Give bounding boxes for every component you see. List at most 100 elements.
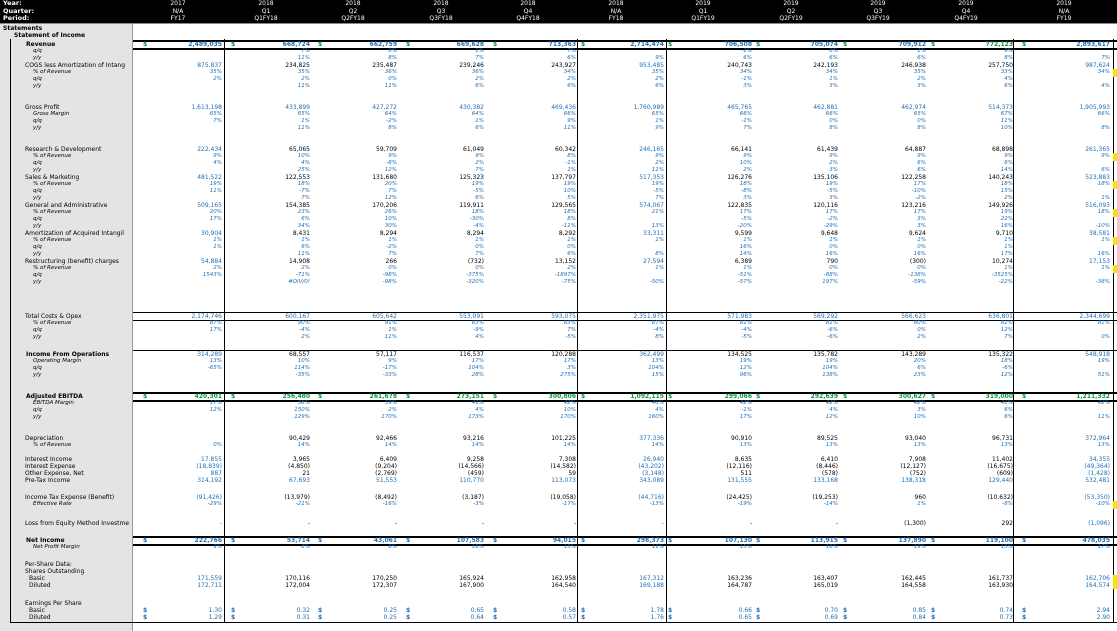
value-cell[interactable]: 81%	[1097, 320, 1110, 326]
value-cell[interactable]: 11%	[651, 544, 664, 550]
value-cell[interactable]: 9%	[829, 153, 838, 159]
value-cell[interactable]: 15%	[1000, 544, 1013, 550]
value-cell[interactable]: 669,628	[456, 41, 484, 48]
value-cell[interactable]: (3,148)	[642, 470, 664, 477]
value-cell[interactable]: 8%	[388, 55, 397, 61]
value-cell[interactable]: 104%	[822, 365, 838, 371]
value-cell[interactable]: 9%	[743, 153, 752, 159]
value-cell[interactable]: 2%	[213, 265, 222, 271]
value-cell[interactable]: 7%	[213, 118, 222, 124]
value-cell[interactable]: 3%	[743, 83, 752, 89]
value-cell[interactable]: 140,243	[988, 174, 1013, 181]
value-cell[interactable]: 93,040	[905, 435, 926, 442]
value-cell[interactable]: (1,300)	[904, 520, 926, 527]
value-cell[interactable]: 12%	[384, 195, 397, 201]
value-cell[interactable]: 1.30	[208, 607, 222, 614]
value-cell[interactable]: 12%	[739, 365, 752, 371]
value-cell[interactable]: 1%	[388, 237, 397, 243]
value-cell[interactable]: -71%	[295, 272, 310, 278]
value-cell[interactable]: (732)	[467, 258, 484, 265]
value-cell[interactable]: 68,557	[289, 351, 310, 358]
value-cell[interactable]: (53,350)	[1084, 494, 1110, 501]
value-cell[interactable]: 17%	[471, 358, 484, 364]
value-cell[interactable]: 1%	[1004, 244, 1013, 250]
value-cell[interactable]: 235,487	[372, 62, 397, 69]
value-cell[interactable]: 1.78	[650, 607, 664, 614]
value-cell[interactable]: 6%	[1004, 83, 1013, 89]
value-cell[interactable]: 42%	[1097, 400, 1110, 406]
value-cell[interactable]: -1%	[741, 76, 752, 82]
value-cell[interactable]: 3%	[917, 83, 926, 89]
value-cell[interactable]: 239,246	[459, 62, 484, 69]
value-cell[interactable]: 21	[302, 470, 310, 477]
value-cell[interactable]: 13,152	[555, 258, 576, 265]
value-cell[interactable]: -11%	[561, 223, 576, 229]
value-cell[interactable]: 170,250	[372, 575, 397, 582]
value-cell[interactable]: -75%	[561, 279, 576, 285]
value-cell[interactable]: 275%	[560, 372, 576, 378]
value-cell[interactable]: (4,850)	[288, 463, 310, 470]
value-cell[interactable]: 120,116	[813, 202, 838, 209]
value-cell[interactable]: 81%	[825, 320, 838, 326]
value-cell[interactable]: 772,123	[985, 41, 1013, 48]
value-cell[interactable]: 107,583	[456, 537, 484, 544]
value-cell[interactable]: 600,167	[285, 313, 310, 320]
value-cell[interactable]: 14%	[384, 442, 397, 448]
value-cell[interactable]: 65%	[913, 111, 926, 117]
value-cell[interactable]: 35%	[209, 69, 222, 75]
value-cell[interactable]: 7%	[567, 48, 576, 54]
value-cell[interactable]: 13%	[739, 442, 752, 448]
value-cell[interactable]: 34%	[563, 69, 576, 75]
value-cell[interactable]: 7%	[301, 195, 310, 201]
value-cell[interactable]: 138%	[822, 372, 838, 378]
value-cell[interactable]: -98%	[382, 279, 397, 285]
value-cell[interactable]: 6%	[829, 55, 838, 61]
value-cell[interactable]: 22%	[1000, 216, 1013, 222]
value-cell[interactable]: 17%	[209, 327, 222, 333]
value-cell[interactable]: 3%	[917, 223, 926, 229]
value-cell[interactable]: -5%	[741, 216, 752, 222]
value-cell[interactable]: 11%	[209, 188, 222, 194]
value-cell[interactable]: 13%	[563, 544, 576, 550]
value-cell[interactable]: -	[481, 520, 484, 527]
value-cell[interactable]: 9,258	[466, 456, 484, 463]
value-cell[interactable]: 0.25	[383, 607, 397, 614]
value-cell[interactable]: -	[394, 520, 397, 527]
value-cell[interactable]: 292,639	[810, 393, 838, 400]
value-cell[interactable]: 17%	[825, 209, 838, 215]
value-cell[interactable]: 6%	[475, 83, 484, 89]
value-cell[interactable]: 1%	[475, 237, 484, 243]
value-cell[interactable]: 2%	[475, 76, 484, 82]
value-cell[interactable]: -6%	[1002, 365, 1013, 371]
value-cell[interactable]: 9,710	[995, 230, 1013, 237]
value-cell[interactable]: 566,623	[901, 313, 926, 320]
value-cell[interactable]: 0%	[567, 244, 576, 250]
value-cell[interactable]: 172,711	[197, 582, 222, 589]
value-cell[interactable]: 514,373	[988, 104, 1013, 111]
value-cell[interactable]: 553,091	[459, 313, 484, 320]
value-cell[interactable]: -8%	[1002, 501, 1013, 507]
value-cell[interactable]: -	[307, 520, 310, 527]
value-cell[interactable]: 164,540	[551, 582, 576, 589]
value-cell[interactable]: 19%	[739, 358, 752, 364]
value-cell[interactable]: 343,089	[639, 477, 664, 484]
value-cell[interactable]: 261,365	[1085, 146, 1110, 153]
value-cell[interactable]: 0.73	[999, 614, 1013, 621]
value-cell[interactable]: -21%	[295, 501, 310, 507]
value-cell[interactable]: 14%	[297, 442, 310, 448]
value-cell[interactable]: -50%	[649, 279, 664, 285]
value-cell[interactable]: 68,898	[992, 146, 1013, 153]
value-cell[interactable]: 81%	[739, 320, 752, 326]
value-cell[interactable]: 3%	[829, 167, 838, 173]
value-cell[interactable]: 61,439	[817, 146, 838, 153]
value-cell[interactable]: -10%	[911, 188, 926, 194]
value-cell[interactable]: (12,127)	[900, 463, 926, 470]
value-cell[interactable]: (44,716)	[638, 494, 664, 501]
value-cell[interactable]: 9%	[567, 118, 576, 124]
value-cell[interactable]: 240,743	[727, 62, 752, 69]
value-cell[interactable]: 42%	[563, 400, 576, 406]
value-cell[interactable]: 1%	[475, 48, 484, 54]
value-cell[interactable]: 1%	[1004, 237, 1013, 243]
value-cell[interactable]: 257,750	[988, 62, 1013, 69]
value-cell[interactable]: 509,165	[197, 202, 222, 209]
